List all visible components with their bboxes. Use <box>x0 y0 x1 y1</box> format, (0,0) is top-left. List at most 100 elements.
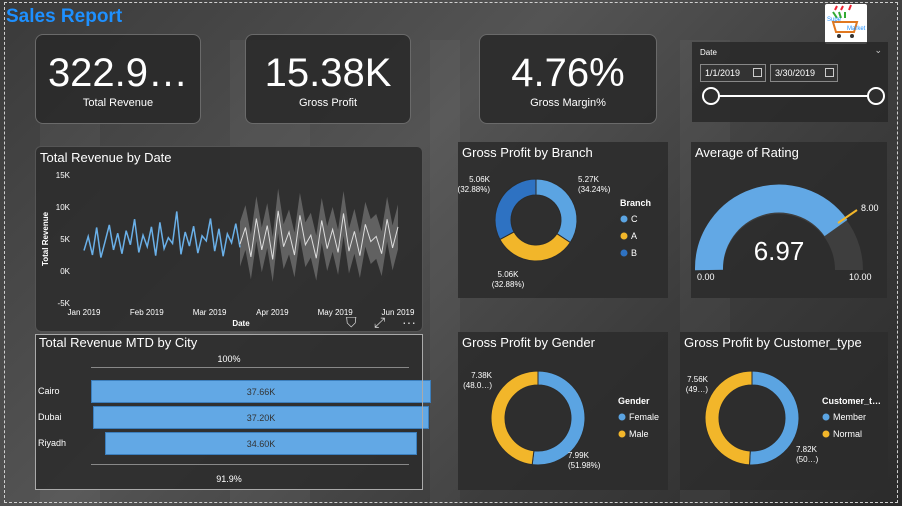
legend-marker <box>822 430 830 438</box>
filter-icon[interactable]: ⛉ <box>346 314 357 330</box>
kpi-label: Gross Profit <box>298 97 358 109</box>
legend-entry: C <box>631 214 638 224</box>
focus-mode-icon[interactable]: ⤢ <box>374 314 386 330</box>
legend-entry: A <box>631 231 637 241</box>
kpi-value: 15.38K <box>264 51 392 95</box>
legend-entry: Normal <box>833 429 862 439</box>
kpi-card-gross-margin[interactable]: 4.76% Gross Margin% <box>479 34 657 124</box>
rating-gauge: 6.97 0.00 10.00 8.00 <box>694 184 879 282</box>
y-tick-label: 5K <box>60 235 70 244</box>
legend-marker <box>618 413 626 421</box>
panel-title: Gross Profit by Branch <box>462 145 593 160</box>
kpi-card-gross-profit[interactable]: 15.38K Gross Profit <box>245 34 411 124</box>
data-label: (32.88%) <box>492 280 525 289</box>
mtd-by-city-panel[interactable]: Total Revenue MTD by City 100% Cairo 37.6… <box>35 334 431 490</box>
background-shelf <box>430 40 460 506</box>
x-tick-label: Apr 2019 <box>256 308 289 317</box>
revenue-line-chart: 15K 10K 5K 0K -5K Total Revenue Jan 2019 Feb 20… <box>41 171 415 328</box>
calendar-icon[interactable] <box>825 68 834 77</box>
funnel-category-label: Riyadh <box>38 438 67 448</box>
y-tick-label: 10K <box>56 203 71 212</box>
y-tick-label: 15K <box>56 171 71 180</box>
slider-start-handle[interactable] <box>702 87 720 105</box>
legend-marker <box>822 413 830 421</box>
end-date-input[interactable]: 3/30/2019 <box>770 64 838 82</box>
legend-marker <box>620 232 628 240</box>
date-slicer[interactable]: Date ⌄ 1/1/2019 3/30/2019 <box>692 42 888 122</box>
slider-track[interactable] <box>710 95 876 97</box>
donut-slice <box>748 370 800 466</box>
kpi-label: Gross Margin% <box>530 97 606 109</box>
series-actual-line <box>83 211 241 258</box>
funnel-bar[interactable]: 37.20K <box>93 406 429 429</box>
donut-slice <box>704 370 753 466</box>
x-tick-label: May 2019 <box>318 308 354 317</box>
gp-gender-donut: 7.38K(48.0…) 7.99K(51.98%) Gender Female Mal… <box>463 370 659 470</box>
panel-title: Total Revenue MTD by City <box>39 335 198 350</box>
visual-selection-frame <box>35 334 423 490</box>
data-label: 7.99K <box>568 451 590 460</box>
x-tick-label: Feb 2019 <box>130 308 164 317</box>
funnel-category-label: Cairo <box>38 386 60 396</box>
calendar-icon[interactable] <box>753 68 762 77</box>
divider <box>91 367 409 368</box>
gp-customer-panel[interactable]: Gross Profit by Customer_type 7.56K (49…)… <box>680 332 888 490</box>
chevron-down-icon[interactable]: ⌄ <box>874 45 882 55</box>
gauge-fill <box>694 184 848 271</box>
gp-branch-donut: 5.27K(34.24%)5.06K(32.88%)5.06K(32.88%)B… <box>458 175 651 289</box>
logo-text-top: Supe <box>827 17 842 23</box>
data-label: (34.24%) <box>578 185 611 194</box>
panel-title: Gross Profit by Customer_type <box>684 335 862 350</box>
gauge-max: 10.00 <box>849 272 872 282</box>
gauge-value: 6.97 <box>754 236 805 266</box>
gauge-target-line <box>837 209 858 224</box>
data-label: 7.82K <box>796 445 818 454</box>
y-tick-label: -5K <box>58 299 71 308</box>
data-label: (32.88%) <box>458 185 490 194</box>
gauge-target: 8.00 <box>861 203 879 213</box>
data-label: (49…) <box>686 385 709 394</box>
end-date-value: 3/30/2019 <box>775 68 816 78</box>
rating-panel[interactable]: Average of Rating 6.97 0.00 10.00 8.00 <box>691 142 887 298</box>
x-tick-label: Jan 2019 <box>68 308 101 317</box>
data-label: 5.06K <box>469 175 491 184</box>
donut-slice <box>535 178 578 244</box>
legend-entry: B <box>631 248 637 258</box>
y-axis-label: Total Revenue <box>41 211 50 266</box>
forecast-band <box>240 188 398 282</box>
logo-text-bottom: Market <box>847 26 866 32</box>
funnel-bar[interactable]: 37.66K <box>91 380 431 403</box>
legend-marker <box>618 430 626 438</box>
y-tick-label: 0K <box>60 267 70 276</box>
funnel-category-label: Dubai <box>38 412 62 422</box>
data-label: 5.27K <box>578 175 600 184</box>
divider <box>91 464 409 465</box>
funnel-bar[interactable]: 34.60K <box>104 432 418 455</box>
legend-marker <box>620 215 628 223</box>
start-date-input[interactable]: 1/1/2019 <box>700 64 766 82</box>
x-axis-label: Date <box>232 319 250 328</box>
kpi-card-total-revenue[interactable]: 322.9… Total Revenue <box>35 34 201 124</box>
more-options-icon[interactable]: ··· <box>402 314 416 330</box>
legend-entry: Male <box>629 429 649 439</box>
panel-title: Gross Profit by Gender <box>462 335 595 350</box>
report-title: Sales Report <box>6 6 123 27</box>
kpi-label: Total Revenue <box>82 97 154 109</box>
legend-entry: Member <box>833 412 866 422</box>
supermarket-logo: Supe Market <box>825 4 867 44</box>
data-label: 7.38K <box>471 371 493 380</box>
panel-title: Total Revenue by Date <box>40 150 172 165</box>
funnel-bottom-pct: 91.9% <box>216 474 242 484</box>
gp-gender-panel[interactable]: Gross Profit by Gender 7.38K (48.0…) 7.99K… <box>458 332 668 490</box>
gp-branch-panel[interactable]: Gross Profit by Branch 5.27K (34.24%) 5.06… <box>458 142 668 298</box>
legend-marker <box>620 249 628 257</box>
series-forecast-line <box>239 210 399 260</box>
x-tick-label: Jun 2019 <box>382 308 415 317</box>
slider-end-handle[interactable] <box>867 87 885 105</box>
legend-entry: Female <box>629 412 659 422</box>
start-date-value: 1/1/2019 <box>705 68 741 78</box>
revenue-by-date-panel[interactable]: Total Revenue by Date 15K 10K 5K 0K -5K Total… <box>35 146 423 332</box>
donut-slice <box>494 178 537 241</box>
panel-title: Average of Rating <box>695 145 799 160</box>
